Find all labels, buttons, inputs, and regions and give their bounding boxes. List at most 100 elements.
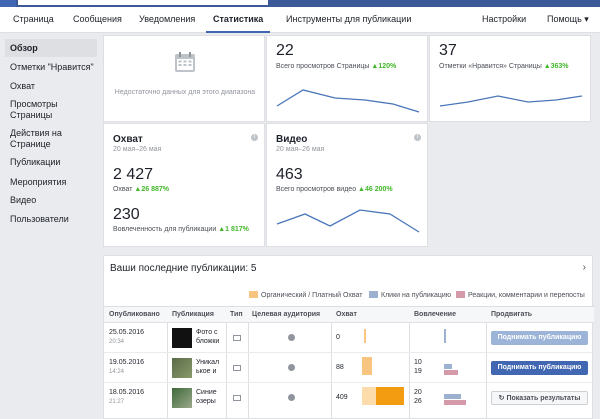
table-header: [104, 306, 594, 323]
table-row[interactable]: 19.05.2016 14:24 Уникал ькое и 88 10 19 …: [104, 353, 594, 383]
video-date-range: 20 мая–26 мая: [276, 146, 325, 153]
boost-post-button[interactable]: Поднимать публикацию: [491, 331, 588, 345]
page-likes-label: Отметки «Нравится» Страницы: [439, 63, 542, 70]
photo-type-icon: [233, 335, 241, 341]
view-results-button[interactable]: ↻ Показать результаты: [491, 391, 588, 405]
tab-insights[interactable]: Статистика: [206, 7, 271, 33]
photo-type-icon: [233, 395, 241, 401]
col-type[interactable]: Тип: [230, 311, 243, 318]
sidebar-item-people[interactable]: Пользователи: [10, 214, 69, 224]
reach-label: Охват: [113, 186, 133, 193]
globe-icon: [288, 364, 295, 371]
page-views-caption: Всего просмотров Страницы ▲120%: [276, 63, 396, 70]
post-text-line[interactable]: бложки: [196, 338, 220, 345]
sidebar-item-page-actions[interactable]: Действия на Странице: [10, 128, 62, 149]
column-divider: [409, 323, 410, 419]
post-text-line[interactable]: Уникал: [196, 359, 220, 366]
engagement-label: Вовлеченность для публикации: [113, 226, 217, 233]
facebook-top-bar: [0, 0, 600, 7]
post-thumbnail[interactable]: [172, 328, 192, 348]
column-divider: [226, 323, 227, 419]
engagement-bar-clicks: [444, 394, 461, 399]
tab-help[interactable]: Помощь ▾: [547, 14, 589, 24]
reach-caption: Охват ▲26 887%: [113, 186, 169, 193]
facebook-logo-icon[interactable]: [0, 0, 16, 7]
table-row[interactable]: 25.05.2016 20:34 Фото с бложки 0 Поднима…: [104, 323, 594, 353]
video-title: Видео: [276, 134, 308, 145]
post-text-line[interactable]: Синие: [196, 389, 217, 396]
info-icon[interactable]: i: [414, 134, 421, 141]
tab-messages[interactable]: Сообщения: [73, 14, 122, 24]
post-thumbnail[interactable]: [172, 388, 192, 408]
sidebar-item-page-views[interactable]: Просмотры Страницы: [10, 99, 58, 120]
card-page-actions[interactable]: Недостаточно данных для этого диапазона: [103, 35, 265, 122]
legend-swatch-orange: [249, 291, 258, 298]
card-page-likes[interactable]: 37 Отметки «Нравится» Страницы ▲363%: [429, 35, 591, 122]
info-icon[interactable]: i: [251, 134, 258, 141]
table-row[interactable]: 18.05.2016 21:27 Синие озеры 409 20 26 ↻…: [104, 383, 594, 413]
page-likes-delta: ▲363%: [543, 63, 569, 70]
page-views-sparkline: [276, 89, 420, 113]
tab-settings[interactable]: Настройки: [482, 14, 527, 24]
post-text-line[interactable]: ькое и: [196, 368, 217, 375]
sidebar-item-posts[interactable]: Публикации: [10, 157, 61, 167]
col-promote[interactable]: Продвигать: [491, 311, 533, 318]
post-reach: 88: [336, 364, 344, 371]
card-video[interactable]: Видео 20 мая–26 мая i 463 Всего просмотр…: [266, 123, 428, 247]
engagement-value: 230: [113, 206, 140, 223]
engagement-bar-zero: [444, 329, 446, 343]
post-thumbnail[interactable]: [172, 358, 192, 378]
legend-swatch-pink: [456, 291, 465, 298]
sidebar-item-likes[interactable]: Отметки "Нравится": [10, 62, 94, 72]
legend-label: Клики на публикацию: [381, 292, 452, 299]
reach-delta: ▲26 887%: [134, 186, 169, 193]
video-views-value: 463: [276, 166, 303, 183]
video-views-label: Всего просмотров видео: [276, 186, 357, 193]
col-engagement[interactable]: Вовлечение: [414, 311, 456, 318]
legend-organic-paid: Органический / Платный Охват: [249, 291, 362, 299]
col-reach[interactable]: Охват: [336, 311, 357, 318]
globe-icon: [288, 334, 295, 341]
reach-bar-organic: [362, 357, 372, 375]
search-input[interactable]: [18, 0, 268, 5]
post-date: 19.05.2016: [109, 359, 145, 366]
page-views-value: 22: [276, 42, 294, 59]
column-divider: [486, 323, 487, 419]
post-date: 25.05.2016: [109, 329, 145, 336]
legend-clicks: Клики на публикацию: [369, 291, 451, 299]
post-text-line[interactable]: Фото с: [196, 329, 218, 336]
sidebar-item-events[interactable]: Мероприятия: [10, 177, 67, 187]
engagement-bar-reactions: [444, 400, 466, 405]
page-tabs-bar: Страница Сообщения Уведомления Статистик…: [0, 7, 600, 33]
post-reactions: 19: [414, 368, 422, 375]
view-results-label: Показать результаты: [506, 395, 581, 402]
post-reach: 409: [336, 394, 348, 401]
sidebar-item-videos[interactable]: Видео: [10, 195, 37, 205]
legend-reactions: Реакции, комментарии и перепосты: [456, 291, 585, 299]
tab-publishing-tools[interactable]: Инструменты для публикации: [286, 14, 412, 24]
video-views-caption: Всего просмотров видео ▲46 200%: [276, 186, 393, 193]
sidebar-item-overview[interactable]: Обзор: [5, 39, 97, 57]
post-time: 20:34: [109, 339, 125, 345]
col-post[interactable]: Публикация: [172, 311, 214, 318]
tab-page[interactable]: Страница: [13, 14, 54, 24]
page-likes-sparkline: [439, 95, 583, 107]
col-targeting[interactable]: Целевая аудитория: [252, 311, 321, 318]
recent-posts-title: Ваши последние публикации: 5: [110, 263, 257, 274]
photo-type-icon: [233, 365, 241, 371]
column-divider: [248, 323, 249, 419]
engagement-caption: Вовлеченность для публикации ▲1 817%: [113, 226, 249, 233]
chevron-right-icon[interactable]: ›: [582, 262, 586, 273]
tab-notifications[interactable]: Уведомления: [139, 14, 196, 24]
col-published[interactable]: Опубликовано: [109, 311, 160, 318]
legend-label: Реакции, комментарии и перепосты: [468, 292, 585, 299]
boost-post-button[interactable]: Поднимать публикацию: [491, 361, 588, 375]
engagement-bar-reactions: [444, 370, 458, 375]
reach-bar-organic: [364, 329, 366, 343]
video-views-sparkline: [276, 209, 420, 233]
reach-title: Охват: [113, 134, 143, 145]
card-reach[interactable]: Охват 20 мая–26 мая i 2 427 Охват ▲26 88…: [103, 123, 265, 247]
card-page-views[interactable]: 22 Всего просмотров Страницы ▲120%: [266, 35, 428, 122]
post-text-line[interactable]: озеры: [196, 398, 216, 405]
sidebar-item-reach[interactable]: Охват: [10, 81, 36, 91]
